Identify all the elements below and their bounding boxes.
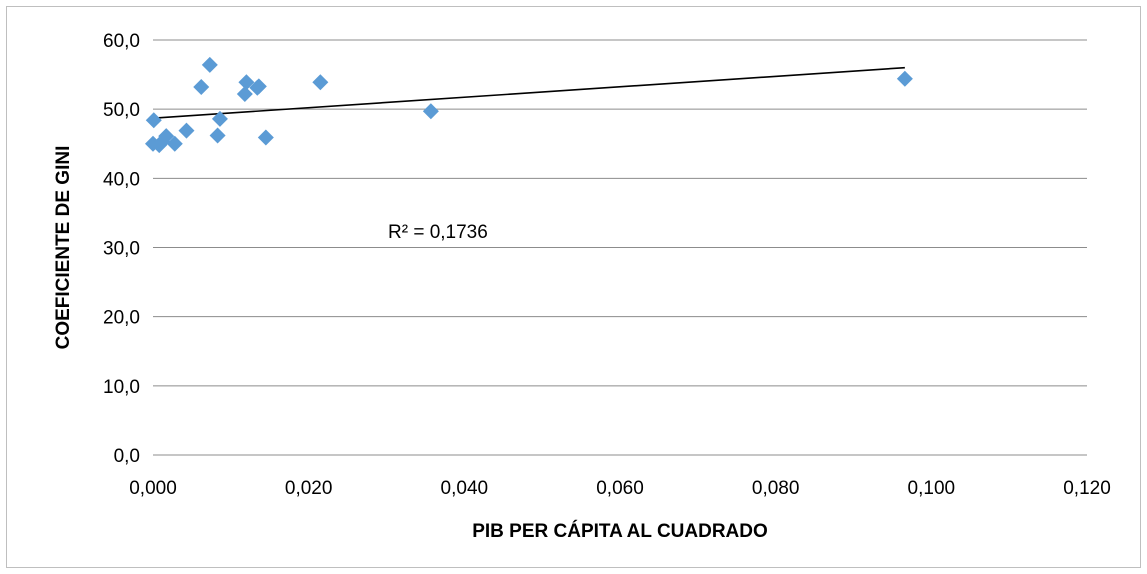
y-tick-label: 10,0: [103, 377, 140, 398]
data-point: [257, 129, 274, 146]
data-point: [896, 70, 913, 87]
data-point: [250, 78, 267, 95]
data-point: [422, 103, 439, 120]
data-point: [312, 74, 329, 91]
y-tick-label: 40,0: [103, 169, 140, 190]
r-squared-label: R² = 0,1736: [388, 222, 488, 243]
x-tick-label: 0,020: [285, 478, 333, 499]
data-point: [158, 128, 175, 145]
y-tick-label: 0,0: [114, 446, 140, 467]
chart-frame: [6, 6, 1141, 568]
data-point: [145, 112, 162, 129]
data-point: [211, 110, 228, 127]
gridlines: [153, 39, 1087, 387]
data-points: [145, 56, 913, 154]
y-tick-label: 20,0: [103, 308, 140, 329]
x-axis-title: PIB PER CÁPITA AL CUADRADO: [472, 520, 768, 542]
data-point: [238, 74, 255, 91]
x-tick-label: 0,040: [441, 478, 489, 499]
x-tick-label: 0,120: [1063, 478, 1111, 499]
x-axis-ticks: 0,000 0,020 0,040 0,060 0,080 0,100 0,120: [129, 478, 1111, 499]
y-axis-title: COEFICIENTE DE GINI: [53, 146, 74, 350]
data-point: [178, 122, 195, 139]
trendline: [152, 66, 905, 119]
data-point: [209, 127, 226, 144]
data-point: [236, 85, 253, 102]
y-axis-ticks: 0,0 10,0 20,0 30,0 40,0 50,0 60,0: [103, 31, 140, 467]
y-tick-label: 50,0: [103, 100, 140, 121]
x-tick-label: 0,080: [752, 478, 800, 499]
x-tick-label: 0,060: [596, 478, 644, 499]
y-tick-label: 30,0: [103, 239, 140, 260]
x-tick-label: 0,000: [129, 478, 177, 499]
data-point: [166, 135, 183, 152]
y-tick-label: 60,0: [103, 31, 140, 52]
x-tick-label: 0,100: [908, 478, 956, 499]
data-point: [201, 56, 218, 73]
data-point: [193, 79, 210, 96]
